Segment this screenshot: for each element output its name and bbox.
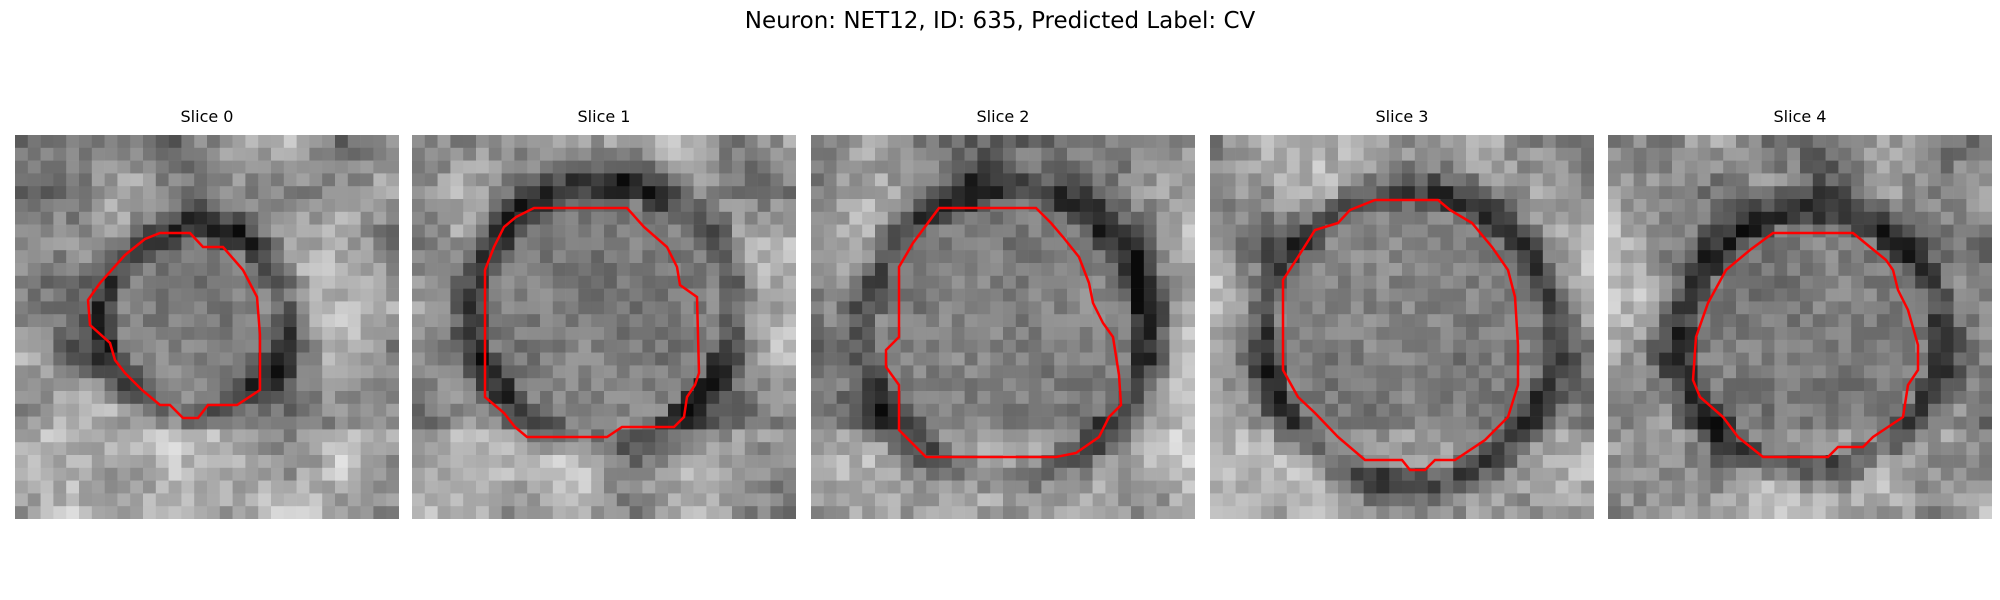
- microscopy-patch-4: [1608, 135, 1992, 519]
- slice-image-1: [412, 135, 796, 519]
- slice-image-4: [1608, 135, 1992, 519]
- slice-title-0: Slice 0: [180, 107, 234, 126]
- figure-title: Neuron: NET12, ID: 635, Predicted Label:…: [744, 8, 1256, 34]
- segmentation-contour-2: [884, 206, 1123, 459]
- slice-panel-1: Slice 1: [412, 107, 796, 519]
- slice-title-2: Slice 2: [976, 107, 1030, 126]
- slice-image-2: [811, 135, 1195, 519]
- slice-panel-2: Slice 2: [811, 107, 1195, 519]
- slice-panel-0: Slice 0: [15, 107, 399, 519]
- slice-panel-4: Slice 4: [1608, 107, 1992, 519]
- microscopy-patch-1: [412, 135, 796, 519]
- slice-title-4: Slice 4: [1773, 107, 1827, 126]
- slice-image-0: [15, 135, 399, 519]
- segmentation-contour-1: [483, 206, 701, 439]
- microscopy-patch-3: [1210, 135, 1594, 519]
- segmentation-contour-3: [1281, 198, 1520, 472]
- segmentation-contour-0: [86, 231, 262, 420]
- slice-image-3: [1210, 135, 1594, 519]
- microscopy-patch-0: [15, 135, 399, 519]
- slice-title-3: Slice 3: [1375, 107, 1429, 126]
- segmentation-contour-4: [1691, 231, 1920, 459]
- slice-panel-3: Slice 3: [1210, 107, 1594, 519]
- slice-title-1: Slice 1: [577, 107, 631, 126]
- microscopy-patch-2: [811, 135, 1195, 519]
